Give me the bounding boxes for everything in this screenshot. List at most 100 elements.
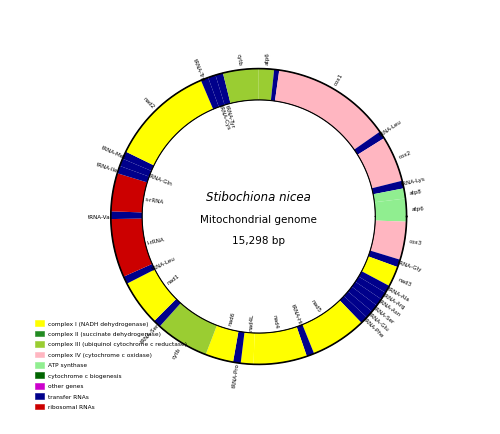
Text: tRNA-Leu: tRNA-Leu bbox=[152, 255, 177, 271]
Polygon shape bbox=[356, 277, 386, 299]
Polygon shape bbox=[218, 176, 300, 258]
Polygon shape bbox=[372, 181, 404, 195]
Text: tRNA-Glu: tRNA-Glu bbox=[368, 311, 390, 332]
Text: atp6: atp6 bbox=[411, 206, 424, 211]
Text: tRNA-Arg: tRNA-Arg bbox=[382, 293, 406, 310]
Text: tRNA-Asn: tRNA-Asn bbox=[377, 299, 402, 318]
Bar bbox=[34, 372, 44, 378]
Polygon shape bbox=[206, 326, 238, 362]
Text: tRNA-Val: tRNA-Val bbox=[88, 214, 112, 220]
Text: nad1: nad1 bbox=[166, 273, 181, 285]
Text: tRNA-Pro: tRNA-Pro bbox=[232, 362, 240, 387]
Text: ATP synthase: ATP synthase bbox=[48, 362, 87, 368]
Bar bbox=[34, 383, 44, 389]
Polygon shape bbox=[201, 79, 219, 110]
Text: 15,298 bp: 15,298 bp bbox=[232, 236, 285, 246]
Text: Mitochondrial genome: Mitochondrial genome bbox=[200, 214, 317, 224]
Text: cox2: cox2 bbox=[398, 150, 412, 160]
Text: cox3: cox3 bbox=[409, 238, 423, 245]
Text: cytochrome c biogenesis: cytochrome c biogenesis bbox=[48, 373, 122, 378]
Polygon shape bbox=[122, 152, 154, 171]
Text: ribosomal RNAs: ribosomal RNAs bbox=[48, 404, 94, 409]
Bar bbox=[34, 393, 44, 399]
Polygon shape bbox=[340, 296, 367, 323]
Text: complex I (NADH dehydrogenase): complex I (NADH dehydrogenase) bbox=[48, 321, 148, 326]
Text: tRNA-Ala: tRNA-Ala bbox=[386, 286, 410, 302]
Text: tRNA-Ser: tRNA-Ser bbox=[372, 305, 396, 325]
Polygon shape bbox=[271, 70, 280, 102]
Text: cox1: cox1 bbox=[333, 72, 344, 86]
Polygon shape bbox=[258, 69, 274, 101]
Text: tRNA-Phe: tRNA-Phe bbox=[362, 316, 384, 338]
Polygon shape bbox=[124, 264, 155, 284]
Text: complex II (succinate dehydrogenase): complex II (succinate dehydrogenase) bbox=[48, 331, 160, 336]
Text: tRNA-Ile: tRNA-Ile bbox=[96, 162, 119, 174]
Polygon shape bbox=[111, 69, 406, 365]
Text: Stibochiona nicea: Stibochiona nicea bbox=[206, 191, 311, 204]
Polygon shape bbox=[354, 132, 384, 155]
Polygon shape bbox=[126, 81, 213, 166]
Text: complex IV (cytochrome c oxidase): complex IV (cytochrome c oxidase) bbox=[48, 352, 152, 357]
Text: l-rRNA: l-rRNA bbox=[147, 236, 166, 245]
Text: nad3: nad3 bbox=[396, 276, 411, 287]
Polygon shape bbox=[142, 101, 376, 333]
Polygon shape bbox=[352, 282, 382, 306]
Text: cytb: cytb bbox=[236, 53, 242, 66]
Text: tRNA-Gly: tRNA-Gly bbox=[397, 260, 423, 273]
Text: nad5: nad5 bbox=[310, 298, 322, 312]
Polygon shape bbox=[111, 174, 147, 213]
Text: nad4L: nad4L bbox=[248, 313, 254, 330]
Polygon shape bbox=[348, 287, 377, 312]
Polygon shape bbox=[254, 327, 307, 365]
Text: tRNA-Leu: tRNA-Leu bbox=[378, 119, 403, 138]
Text: nad2: nad2 bbox=[142, 96, 155, 109]
Bar bbox=[34, 320, 44, 326]
Text: atp8: atp8 bbox=[410, 189, 422, 196]
Polygon shape bbox=[154, 299, 180, 327]
Text: tRNA-Met: tRNA-Met bbox=[100, 145, 126, 160]
Text: tRNA-Ser: tRNA-Ser bbox=[140, 322, 160, 344]
Bar bbox=[34, 362, 44, 368]
Text: complex III (ubiquinol cytochrome c reductase): complex III (ubiquinol cytochrome c redu… bbox=[48, 342, 187, 347]
Polygon shape bbox=[240, 332, 254, 365]
Polygon shape bbox=[127, 270, 176, 321]
Polygon shape bbox=[370, 221, 406, 260]
Polygon shape bbox=[296, 325, 314, 356]
Bar bbox=[34, 331, 44, 337]
Text: cytb: cytb bbox=[172, 347, 182, 360]
Bar bbox=[34, 352, 44, 358]
Polygon shape bbox=[111, 219, 152, 277]
Polygon shape bbox=[374, 199, 406, 222]
Polygon shape bbox=[344, 292, 372, 318]
Text: nad6: nad6 bbox=[227, 311, 235, 326]
Polygon shape bbox=[368, 251, 400, 267]
Polygon shape bbox=[358, 272, 390, 293]
Polygon shape bbox=[216, 74, 230, 106]
Polygon shape bbox=[160, 303, 217, 355]
Text: atp6: atp6 bbox=[264, 52, 270, 65]
Text: tRNA-Lys: tRNA-Lys bbox=[401, 176, 426, 187]
Text: other genes: other genes bbox=[48, 383, 83, 388]
Text: tRNA-Gln: tRNA-Gln bbox=[148, 172, 174, 186]
Polygon shape bbox=[233, 332, 244, 363]
Bar bbox=[34, 341, 44, 347]
Polygon shape bbox=[358, 139, 402, 189]
Text: nad4: nad4 bbox=[272, 313, 278, 328]
Polygon shape bbox=[208, 76, 224, 108]
Bar bbox=[34, 404, 44, 410]
Text: tRNA-Tyr: tRNA-Tyr bbox=[224, 104, 235, 128]
Polygon shape bbox=[111, 212, 142, 220]
Polygon shape bbox=[146, 105, 371, 329]
Polygon shape bbox=[302, 301, 362, 354]
Text: transfer RNAs: transfer RNAs bbox=[48, 394, 88, 399]
Text: tRNA-Cys: tRNA-Cys bbox=[218, 105, 231, 131]
Polygon shape bbox=[118, 167, 149, 183]
Polygon shape bbox=[275, 71, 380, 150]
Polygon shape bbox=[373, 189, 406, 203]
Text: tRNA-His: tRNA-His bbox=[290, 302, 303, 327]
Text: s-rRNA: s-rRNA bbox=[145, 197, 165, 204]
Polygon shape bbox=[120, 159, 152, 177]
Text: tRNA-Trp: tRNA-Trp bbox=[192, 58, 206, 82]
Polygon shape bbox=[223, 69, 258, 104]
Polygon shape bbox=[362, 257, 398, 286]
